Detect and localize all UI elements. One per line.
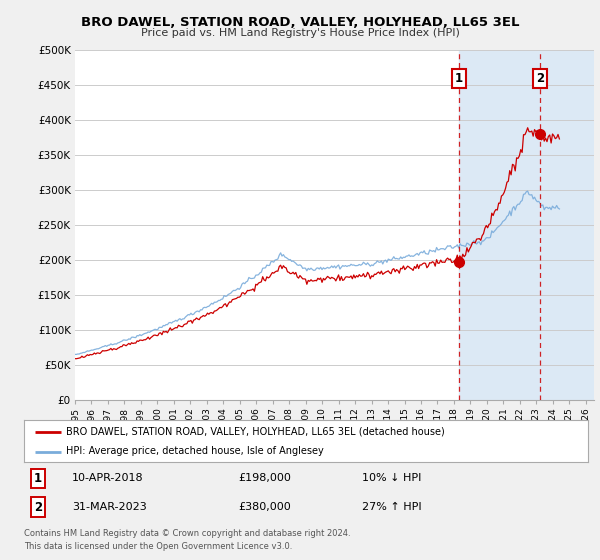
Text: BRO DAWEL, STATION ROAD, VALLEY, HOLYHEAD, LL65 3EL: BRO DAWEL, STATION ROAD, VALLEY, HOLYHEA…	[81, 16, 519, 29]
Text: This data is licensed under the Open Government Licence v3.0.: This data is licensed under the Open Gov…	[24, 542, 292, 550]
Text: HPI: Average price, detached house, Isle of Anglesey: HPI: Average price, detached house, Isle…	[66, 446, 324, 456]
Text: Contains HM Land Registry data © Crown copyright and database right 2024.: Contains HM Land Registry data © Crown c…	[24, 529, 350, 538]
Text: Price paid vs. HM Land Registry's House Price Index (HPI): Price paid vs. HM Land Registry's House …	[140, 28, 460, 38]
Text: 27% ↑ HPI: 27% ↑ HPI	[362, 502, 422, 512]
Text: BRO DAWEL, STATION ROAD, VALLEY, HOLYHEAD, LL65 3EL (detached house): BRO DAWEL, STATION ROAD, VALLEY, HOLYHEA…	[66, 427, 445, 437]
Text: £380,000: £380,000	[238, 502, 291, 512]
Text: £198,000: £198,000	[238, 473, 291, 483]
Text: 2: 2	[536, 72, 545, 85]
Text: 10% ↓ HPI: 10% ↓ HPI	[362, 473, 422, 483]
Bar	[458, 50, 594, 400]
Text: 2: 2	[34, 501, 42, 514]
Text: 10-APR-2018: 10-APR-2018	[72, 473, 143, 483]
Text: 31-MAR-2023: 31-MAR-2023	[72, 502, 146, 512]
Text: 1: 1	[34, 472, 42, 485]
Text: 1: 1	[455, 72, 463, 85]
